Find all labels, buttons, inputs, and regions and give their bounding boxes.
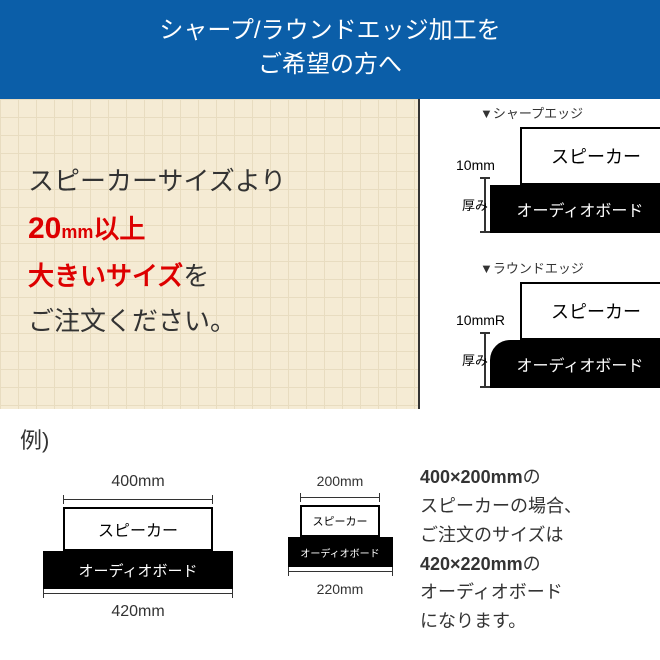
sharp-speaker: スピーカー	[520, 127, 660, 185]
text-l3: 大きいサイズを	[28, 254, 286, 298]
ex-t1b: の	[523, 467, 541, 487]
text-l1: スピーカーサイズより	[28, 159, 286, 203]
ex-t5: オーディオボード	[420, 578, 582, 607]
sharp-board: オーディオボード	[490, 185, 660, 233]
header-banner: シャープ/ラウンドエッジ加工を ご希望の方へ	[0, 0, 660, 99]
big-top-dim: 400mm	[38, 473, 238, 491]
sharp-size: 10mm	[456, 157, 495, 173]
ex-t4b: の	[523, 554, 541, 574]
small-bot-dim: 220mm	[280, 581, 400, 597]
round-edge-diagram: ▼ラウンドエッジ 10mmR 厚み スピーカー オーディオボード	[420, 254, 660, 409]
example-fig-small: 200mm スピーカー オーディオボード 220mm	[280, 473, 400, 597]
ex-t3: ご注文のサイズは	[420, 521, 582, 550]
ex-t4a: 420×220mm	[420, 554, 523, 574]
example-section: 例) 400mm スピーカー オーディオボード 420mm 200mm スピーカ…	[0, 409, 660, 654]
sharp-tag: ▼シャープエッジ	[480, 103, 583, 122]
round-board: オーディオボード	[490, 340, 660, 388]
big-speaker: スピーカー	[63, 507, 213, 551]
mid-section: スピーカーサイズより 20mm以上 大きいサイズを ご注文ください。 ▼シャープ…	[0, 99, 660, 409]
ex-t2: スピーカーの場合、	[420, 492, 582, 521]
banner-line1: シャープ/ラウンドエッジ加工を	[0, 14, 660, 48]
round-tag: ▼ラウンドエッジ	[480, 258, 584, 277]
round-size: 10mmR	[456, 312, 505, 328]
example-fig-large: 400mm スピーカー オーディオボード 420mm	[38, 473, 238, 621]
sharp-edge-diagram: ▼シャープエッジ 10mm 厚み スピーカー オーディオボード	[420, 99, 660, 254]
big-top-bar	[63, 495, 213, 505]
big-bot-bar	[43, 589, 233, 599]
paper-panel: スピーカーサイズより 20mm以上 大きいサイズを ご注文ください。	[0, 99, 420, 409]
small-board: オーディオボード	[288, 537, 393, 567]
big-board: オーディオボード	[43, 551, 233, 589]
example-row: 400mm スピーカー オーディオボード 420mm 200mm スピーカー オ…	[20, 463, 640, 643]
small-speaker: スピーカー	[300, 505, 380, 537]
edge-diagrams: ▼シャープエッジ 10mm 厚み スピーカー オーディオボード ▼ラウンドエッジ…	[420, 99, 660, 409]
big-bot-dim: 420mm	[38, 603, 238, 621]
small-bot-bar	[288, 567, 393, 577]
round-thick: 厚み	[462, 350, 488, 369]
small-top-bar	[300, 493, 380, 503]
ex-t6: になります。	[420, 607, 582, 636]
banner-line2: ご希望の方へ	[0, 48, 660, 82]
text-l4: ご注文ください。	[28, 299, 286, 343]
small-top-dim: 200mm	[280, 473, 400, 489]
ex-t1a: 400×200mm	[420, 467, 523, 487]
example-label: 例)	[20, 423, 640, 455]
text-l2: 20mm以上	[28, 203, 286, 254]
sharp-thick: 厚み	[462, 195, 488, 214]
round-speaker: スピーカー	[520, 282, 660, 340]
instruction-text: スピーカーサイズより 20mm以上 大きいサイズを ご注文ください。	[28, 159, 286, 343]
example-text: 400×200mmの スピーカーの場合、 ご注文のサイズは 420×220mmの…	[420, 463, 582, 636]
